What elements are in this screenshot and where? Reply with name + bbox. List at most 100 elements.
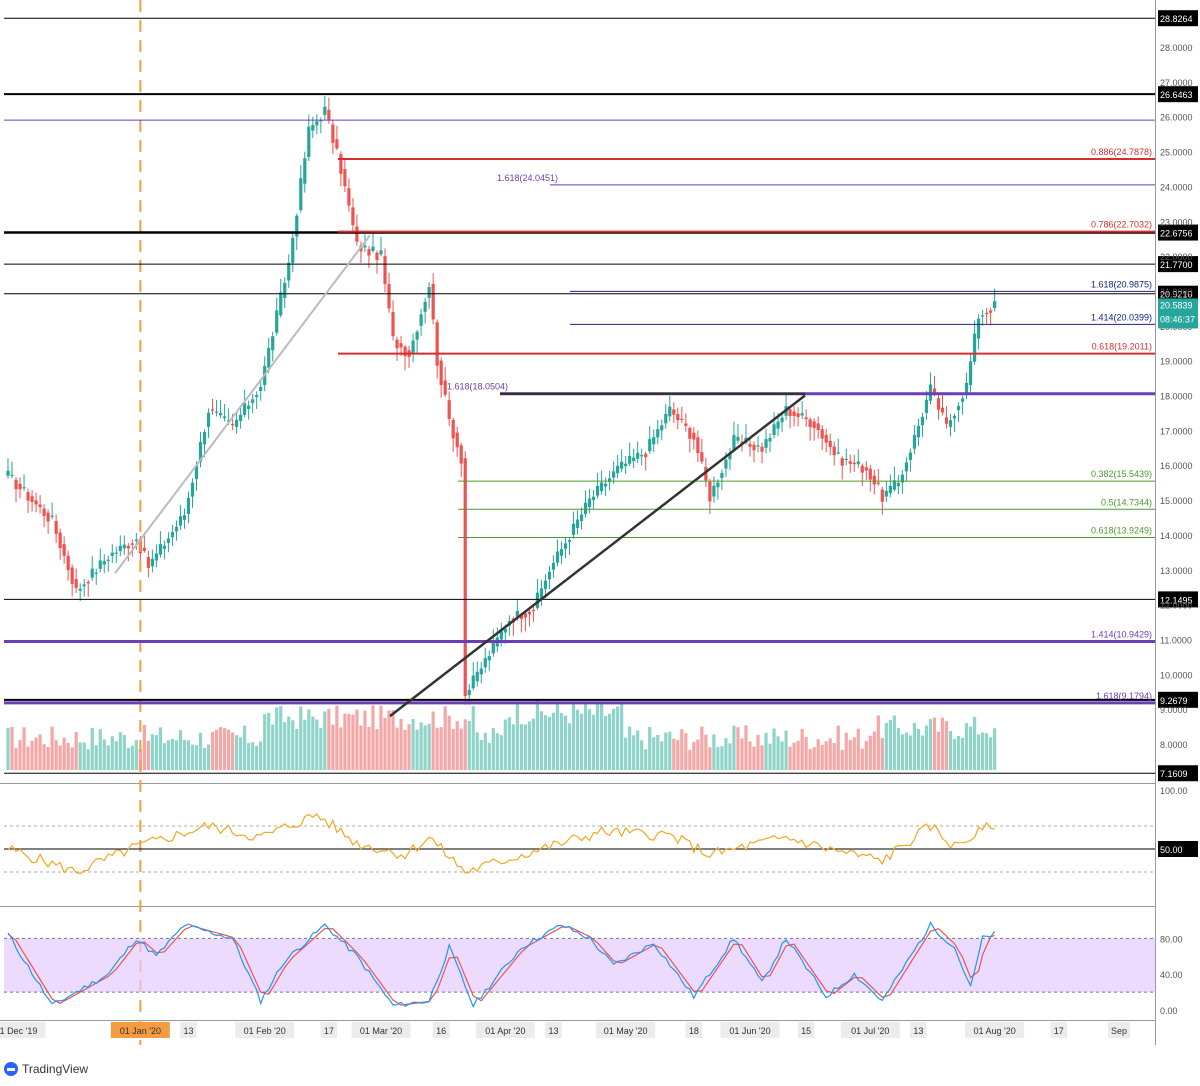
candle-body [636,452,640,459]
volume-bar [636,730,640,770]
volume-bar [327,708,331,770]
volume-bar [499,735,503,770]
x-axis-label-bg [475,1022,535,1038]
candle-body [944,417,949,424]
candle-body [70,567,74,584]
volume-bar [78,742,82,770]
candle-body [226,420,231,422]
x-axis-label-bg [965,1022,1025,1038]
volume-bar [66,742,70,770]
volume-bar [54,740,58,770]
x-axis-label-bg [0,1022,46,1038]
volume-bar [122,734,126,770]
candle-body [968,361,973,386]
volume-bar [407,724,411,770]
volume-bar [146,740,150,770]
candle-body [567,540,572,542]
volume-bar [595,702,600,770]
volume-bar [816,739,820,770]
volume-bar [194,745,199,770]
volume-bar [587,709,592,770]
volume-bar [379,705,383,770]
volume-bar [756,734,760,770]
candle-body [110,552,114,556]
fib-level-label: 1.414(10.9429) [1091,629,1152,639]
candle-body [483,658,487,668]
candle-body [860,465,864,473]
x-axis-label-bg [1108,1022,1130,1038]
x-axis-label-bg [720,1022,780,1038]
price-axis-tick: 19.0000 [1160,357,1193,367]
candle-body [427,287,431,298]
candle-body [920,416,925,426]
volume-bar [856,728,860,770]
volume-bar [932,717,937,770]
candle-body [563,543,568,549]
candle-body [339,154,343,174]
candle-body [194,465,199,480]
volume-bar [804,737,808,770]
x-axis-label-bg [432,1022,450,1038]
volume-bar [644,749,648,770]
key-level-label-bg [1158,224,1198,241]
candle-body [170,532,175,538]
volume-bar [664,732,668,770]
candle-body [315,121,319,126]
candle-body [892,480,896,490]
volume-bar [672,738,676,770]
candle-body [736,436,740,441]
volume-bar [126,747,130,770]
volume-bar [628,726,632,770]
candle-body [896,482,900,487]
volume-bar [860,748,864,770]
candle-body [399,343,403,348]
volume-bar [435,727,439,770]
volume-bar [335,705,339,770]
volume-bar [616,706,620,770]
volume-bar [543,715,548,770]
volume-bar [371,705,375,770]
candle-body [363,245,367,248]
tradingview-branding[interactable]: TradingView [4,1062,88,1076]
volume-bar [263,714,267,770]
key-level-label-bg [1158,591,1198,608]
x-axis-label: 17 [1054,1026,1064,1036]
rsi-value-badge [1158,841,1198,857]
volume-bar [868,735,872,770]
candle-body [640,455,644,457]
volume-bar [591,714,596,770]
candle-body [644,453,648,458]
volume-bar [222,728,227,770]
candle-body [515,611,519,617]
volume-bar [720,746,724,770]
candle-body [688,428,692,439]
candle-body [840,458,844,466]
x-axis-label: 01 Aug '20 [974,1026,1016,1036]
candle-body [14,479,18,490]
candle-body [732,435,736,451]
candle-body [884,490,888,497]
price-axis-tick: 17.0000 [1160,426,1193,436]
volume-bar [259,741,263,770]
volume-bar [34,737,38,770]
price-axis-tick: 24.0000 [1160,182,1193,192]
price-axis-tick: 18.0000 [1160,392,1193,402]
candle-body [311,124,315,131]
candle-body [150,558,154,567]
candle-body [700,452,704,462]
candle-body [876,482,880,484]
volume-bar [271,724,275,770]
x-axis-label-bg [685,1022,703,1038]
candle-body [451,419,455,439]
candle-body [527,611,531,615]
candle-body [66,555,70,571]
candle-body [932,388,937,394]
candle-body [740,441,744,444]
fib-level-label: 1.618(9.1794) [1096,691,1152,701]
key-level-label: 26.6463 [1160,90,1193,100]
candle-body [676,414,680,421]
volume-bar [920,735,925,770]
volume-bar [888,719,892,770]
candle-body [247,405,251,409]
